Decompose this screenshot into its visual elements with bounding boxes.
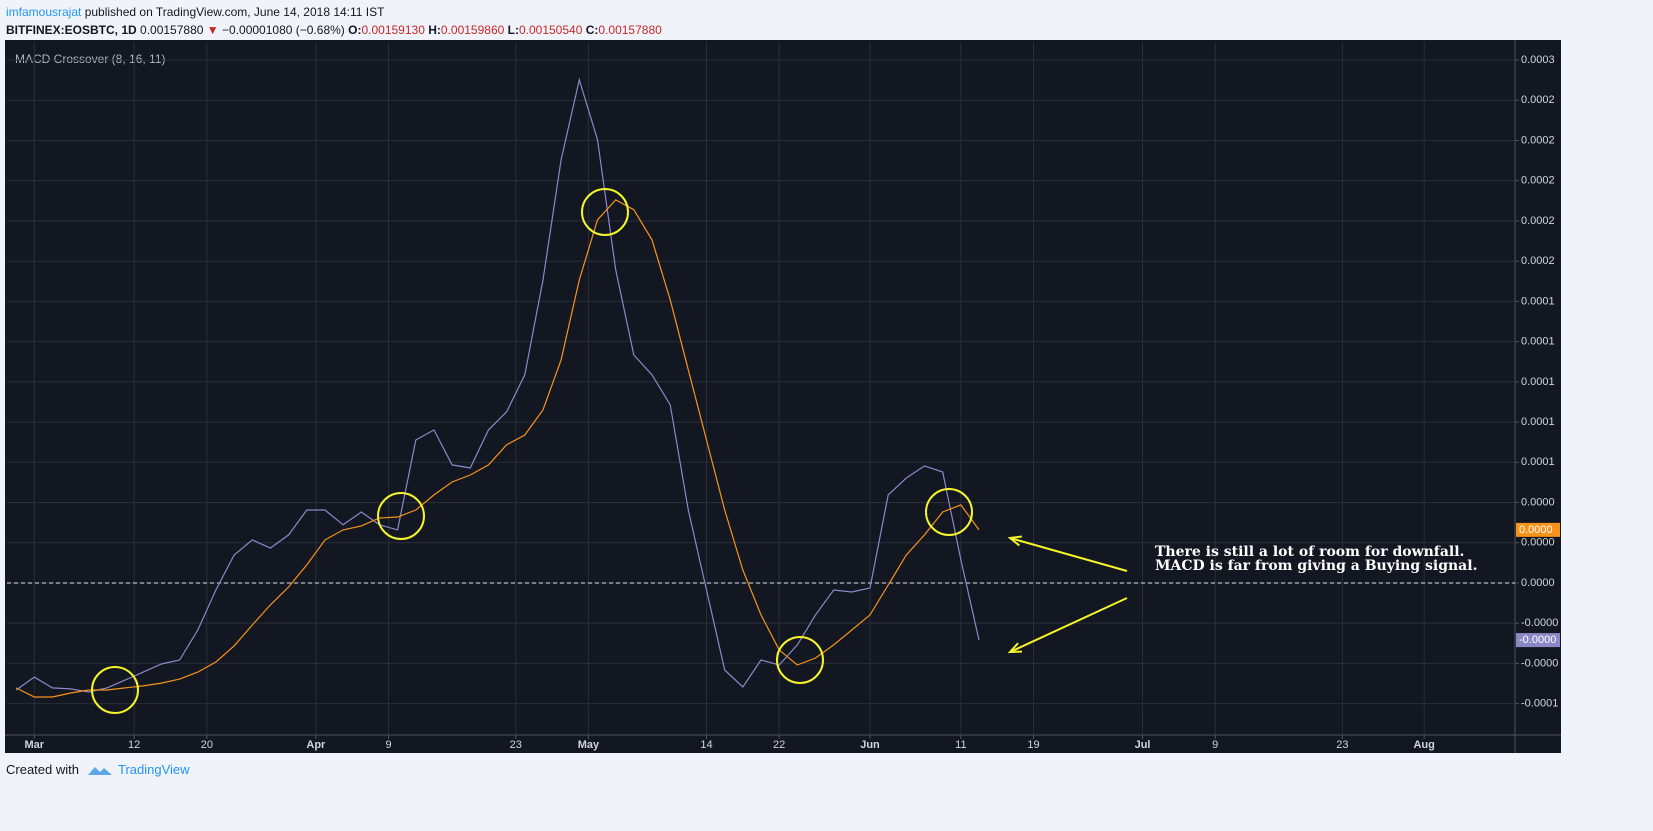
series-line [15,199,980,698]
y-tick-label: 0.0001 [1521,416,1555,428]
highlight-circle [91,666,139,714]
y-tick-label: 0.0001 [1521,295,1555,307]
highlight-circle [581,188,629,236]
published: published on TradingView.com, June 14, 2… [84,5,385,19]
footer: Created with TradingView [6,762,190,778]
h: 0.00159860 [440,23,505,37]
y-tick-label: 0.0001 [1521,376,1555,388]
x-tick-label: 14 [700,739,712,751]
y-tick-label: -0.0000 [1521,657,1558,669]
created: Created with [6,762,79,777]
x-tick-label: Apr [306,739,326,751]
annotation: MACD is far from giving a Buying signal. [1155,558,1477,574]
x-tick-label: Mar [24,739,44,751]
x-tick-label: Aug [1413,739,1434,751]
change: −0.00001080 (−0.68%) [222,23,345,37]
x-tick-label: 12 [128,739,140,751]
y-tick-label: 0.0000 [1521,496,1555,508]
x-tick-label: 9 [385,739,391,751]
y-tick-label: -0.0001 [1521,698,1558,710]
arrow-head [1007,642,1023,654]
y-tick-label: -0.0000 [1521,617,1558,629]
highlight-circle [377,492,425,540]
o: 0.00159130 [361,23,425,37]
x-tick-label: Jul [1135,739,1151,751]
last-value-box [1516,633,1560,648]
arrow [1009,537,1128,572]
arrow: ▼ [206,23,219,37]
brand[interactable]: TradingView [118,762,190,777]
last-value-label: -0.0000 [1519,634,1556,646]
logo [87,766,112,775]
y-tick-label: 0.0000 [1521,577,1555,589]
x-tick-label: Jun [860,739,880,751]
y-tick-label: 0.0002 [1521,134,1555,146]
x-tick-label: 9 [1212,739,1218,751]
y-tick-label: 0.0003 [1521,54,1555,66]
y-tick-label: 0.0000 [1521,537,1555,549]
o-label: O: [348,23,362,37]
last-value-label: 0.0000 [1519,524,1553,536]
x-tick-label: 23 [510,739,522,751]
panel [5,40,1561,753]
l: 0.00150540 [518,23,583,37]
h-label: H: [428,23,441,37]
x-tick-label: 19 [1027,739,1039,751]
last: 0.00157880 [140,23,204,37]
y-tick-label: 0.0002 [1521,215,1555,227]
y-tick-label: 0.0002 [1521,94,1555,106]
arrow-head [1007,535,1023,547]
last-value-box [1516,522,1560,537]
x-tick-label: 20 [201,739,213,751]
header: imfamousrajat published on TradingView.c… [6,3,662,39]
y-tick-label: 0.0001 [1521,456,1555,468]
symbol: BITFINEX:EOSBTC, 1D [6,23,137,37]
c-label: C: [585,23,599,37]
highlight-circle [776,636,824,684]
y-tick-label: 0.0002 [1521,255,1555,267]
author[interactable]: imfamousrajat [6,5,82,19]
x-tick-label: 22 [773,739,785,751]
series-line [15,77,980,693]
highlight-circle [925,488,973,536]
y-tick-label: 0.0001 [1521,336,1555,348]
l-label: L: [507,23,519,37]
indicator-title: MACD Crossover (8, 16, 11) [15,52,166,66]
x-tick-label: 11 [955,739,966,751]
c: 0.00157880 [598,23,662,37]
annotation: There is still a lot of room for downfal… [1155,544,1464,560]
x-tick-label: 23 [1336,739,1348,751]
arrow [1009,597,1128,653]
y-tick-label: 0.0002 [1521,175,1555,187]
x-tick-label: May [578,739,600,751]
